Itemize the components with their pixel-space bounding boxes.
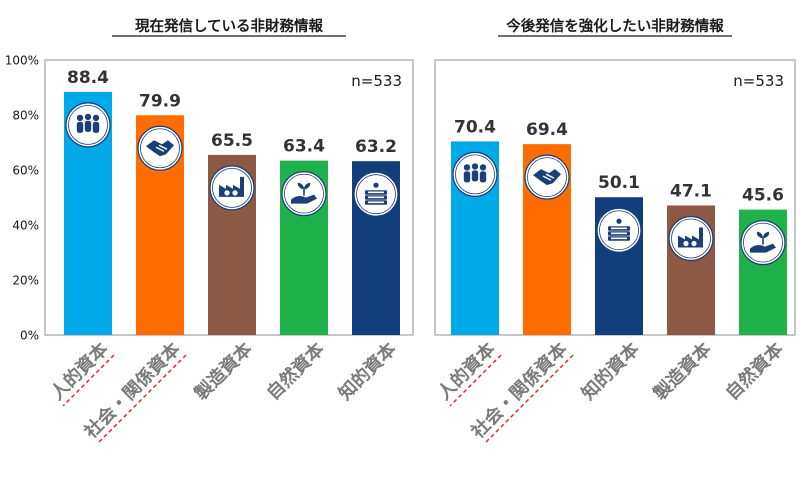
factory-icon xyxy=(668,215,714,262)
handshake-icon xyxy=(524,154,570,200)
value-label: 63.4 xyxy=(283,137,325,157)
factory-icon xyxy=(209,165,255,211)
sample-size-label: n=533 xyxy=(351,72,402,90)
y-tick-label: 60% xyxy=(12,164,39,178)
y-tick-label: 0% xyxy=(20,329,39,343)
value-label: 63.2 xyxy=(355,137,397,157)
category-label: 知的資本 xyxy=(334,338,400,404)
value-label: 79.9 xyxy=(139,91,181,111)
category-label: 人的資本 xyxy=(46,338,112,404)
chart-panel-1: 現在発信している非財務情報 n=533 0% 20% 40% 60% 80% 100% 88.4… xyxy=(5,17,414,445)
chart-title: 現在発信している非財務情報 xyxy=(135,17,324,35)
category-highlight-underline xyxy=(449,354,502,407)
y-tick-label: 100% xyxy=(5,54,39,68)
value-label: 88.4 xyxy=(67,68,109,88)
people-icon xyxy=(452,151,498,197)
value-label: 69.4 xyxy=(526,120,568,140)
category-label: 人的資本 xyxy=(433,338,499,404)
value-label: 50.1 xyxy=(598,173,640,193)
plant-hand-icon xyxy=(740,220,786,266)
value-label: 70.4 xyxy=(454,117,496,137)
plant-hand-icon xyxy=(281,171,327,217)
chart-title: 今後発信を強化したい非財務情報 xyxy=(505,17,724,35)
books-icon xyxy=(596,207,642,253)
people-icon xyxy=(65,102,111,148)
category-label: 製造資本 xyxy=(189,338,256,405)
value-label: 65.5 xyxy=(211,131,253,151)
y-tick-label: 20% xyxy=(12,274,39,288)
chart-panel-2: 今後発信を強化したい非財務情報n=53370.4人的資本69.4社会・関係資本5… xyxy=(433,17,796,445)
category-highlight-underline xyxy=(62,354,115,407)
y-tick-label: 40% xyxy=(12,219,39,233)
value-label: 47.1 xyxy=(670,181,712,201)
category-label: 知的資本 xyxy=(577,338,643,404)
y-tick-label: 80% xyxy=(12,109,39,123)
handshake-icon xyxy=(137,125,183,171)
sample-size-label: n=533 xyxy=(733,72,784,90)
value-label: 45.6 xyxy=(742,186,784,206)
books-icon xyxy=(353,171,399,217)
category-label: 製造資本 xyxy=(648,338,715,405)
category-label: 自然資本 xyxy=(262,338,328,404)
category-label: 自然資本 xyxy=(721,338,787,404)
